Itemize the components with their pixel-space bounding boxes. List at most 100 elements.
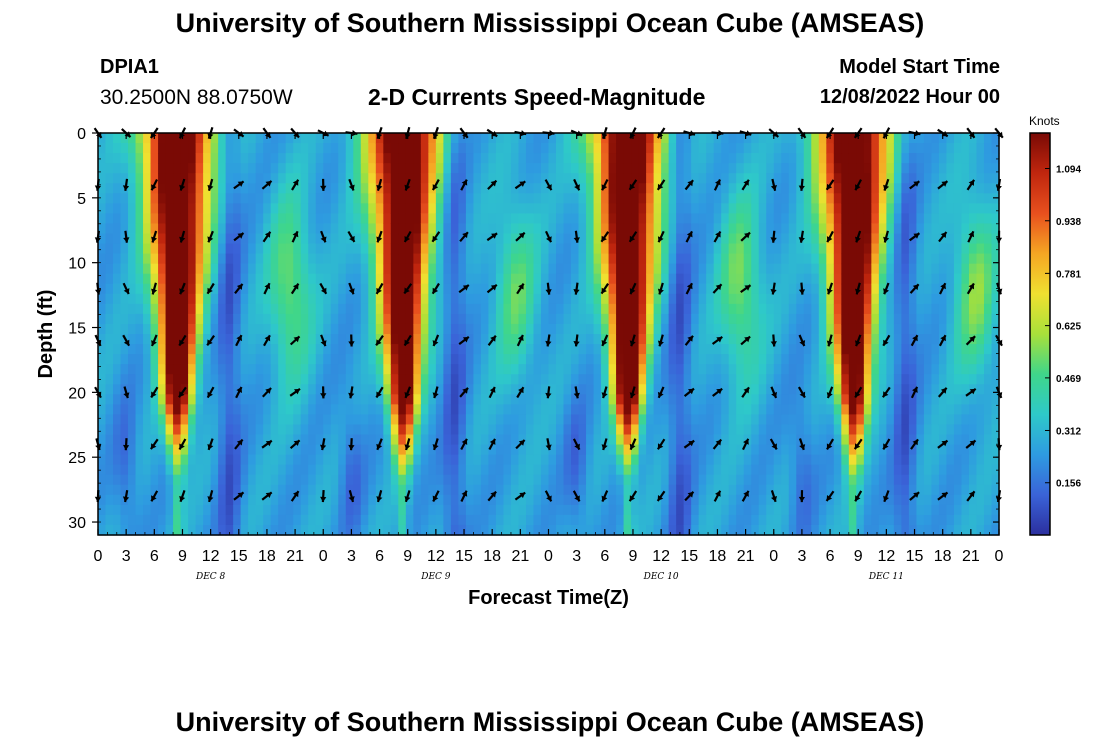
heatmap-cell — [803, 213, 812, 225]
heatmap-cell — [938, 444, 948, 456]
heatmap-cell — [781, 484, 790, 496]
heatmap-cell — [150, 173, 159, 184]
heatmap-cell — [360, 464, 369, 476]
heatmap-cell — [98, 414, 107, 426]
heatmap-cell — [623, 444, 632, 456]
heatmap-cell — [608, 334, 617, 345]
heatmap-cell — [473, 424, 482, 436]
heatmap-cell — [255, 273, 264, 285]
heatmap-cell — [871, 213, 880, 225]
heatmap-cell — [698, 223, 707, 235]
heatmap-cell — [120, 323, 129, 335]
heatmap-cell — [826, 143, 835, 154]
heatmap-cell — [683, 344, 692, 355]
heatmap-cell — [676, 504, 685, 516]
heatmap-cell — [323, 143, 332, 154]
heatmap-cell — [458, 203, 467, 214]
vector-arrow — [290, 282, 300, 295]
vector-arrow — [826, 230, 834, 243]
heatmap-cell — [188, 464, 197, 476]
heatmap-cell — [923, 193, 933, 204]
heatmap-cell — [548, 464, 557, 476]
heatmap-cell — [661, 334, 670, 345]
heatmap-cell — [901, 143, 910, 154]
heatmap-cell — [458, 514, 467, 526]
heatmap-cell — [540, 213, 550, 225]
heatmap-cell — [293, 253, 302, 265]
heatmap-cell — [173, 514, 182, 526]
heatmap-cell — [728, 213, 737, 225]
vector-arrow — [515, 231, 526, 242]
heatmap-cell — [571, 263, 580, 275]
heatmap-cell — [300, 344, 309, 355]
heatmap-cell — [345, 213, 354, 225]
vector-arrow — [376, 230, 383, 243]
heatmap-cell — [233, 334, 242, 345]
heatmap-cell — [653, 243, 662, 255]
heatmap-cell — [706, 384, 715, 395]
heatmap-cell — [143, 323, 152, 335]
heatmap-cell — [563, 253, 572, 265]
heatmap-cell — [916, 354, 925, 365]
heatmap-cell — [360, 344, 369, 355]
heatmap-cell — [668, 474, 677, 486]
heatmap-cell — [983, 504, 993, 516]
heatmap-cell — [833, 143, 842, 154]
heatmap-cell — [128, 394, 137, 405]
heatmap-cell — [818, 293, 827, 305]
heatmap-cell — [901, 213, 910, 225]
heatmap-cell — [916, 213, 925, 225]
heatmap-cell — [946, 444, 955, 456]
heatmap-cell — [968, 153, 978, 164]
heatmap-cell — [443, 263, 452, 275]
heatmap-cell — [766, 243, 775, 255]
heatmap-cell — [360, 283, 369, 295]
heatmap-cell — [968, 283, 978, 295]
heatmap-cell — [556, 173, 565, 184]
heatmap-cell — [330, 344, 339, 355]
heatmap-cell — [878, 213, 887, 225]
heatmap-cell — [435, 303, 444, 315]
heatmap-cell — [691, 283, 700, 295]
heatmap-cell — [796, 514, 805, 526]
heatmap-cell — [953, 213, 963, 225]
heatmap-cell — [510, 504, 520, 516]
heatmap-cell — [323, 434, 332, 446]
heatmap-cell — [495, 193, 505, 204]
heatmap-cell — [240, 474, 249, 486]
heatmap-cell — [923, 143, 933, 154]
heatmap-cell — [938, 263, 948, 275]
heatmap-cell — [218, 494, 227, 506]
heatmap-cell — [405, 464, 414, 476]
heatmap-cell — [638, 384, 647, 395]
heatmap-cell — [796, 344, 805, 355]
heatmap-cell — [345, 474, 354, 486]
heatmap-cell — [931, 364, 940, 375]
heatmap-cell — [480, 193, 490, 204]
heatmap-cell — [533, 203, 542, 214]
heatmap-cell — [856, 354, 865, 365]
heatmap-cell — [661, 414, 670, 426]
heatmap-cell — [360, 233, 369, 245]
heatmap-cell — [150, 344, 159, 355]
heatmap-cell — [661, 464, 670, 476]
heatmap-cell — [646, 434, 655, 446]
heatmap-cell — [751, 504, 760, 516]
heatmap-cell — [631, 273, 640, 285]
heatmap-cell — [128, 414, 137, 426]
heatmap-cell — [571, 323, 580, 335]
heatmap-cell — [901, 374, 910, 385]
heatmap-cell — [893, 354, 902, 365]
heatmap-cell — [593, 334, 602, 345]
heatmap-cell — [961, 484, 970, 496]
heatmap-cell — [736, 133, 745, 144]
heatmap-cell — [473, 434, 482, 446]
heatmap-cell — [916, 233, 925, 245]
heatmap-cell — [525, 243, 535, 255]
heatmap-cell — [518, 374, 527, 385]
heatmap-cell — [105, 173, 114, 184]
heatmap-cell — [285, 484, 294, 496]
heatmap-cell — [796, 444, 805, 456]
heatmap-cell — [263, 474, 272, 486]
heatmap-cell — [173, 464, 182, 476]
